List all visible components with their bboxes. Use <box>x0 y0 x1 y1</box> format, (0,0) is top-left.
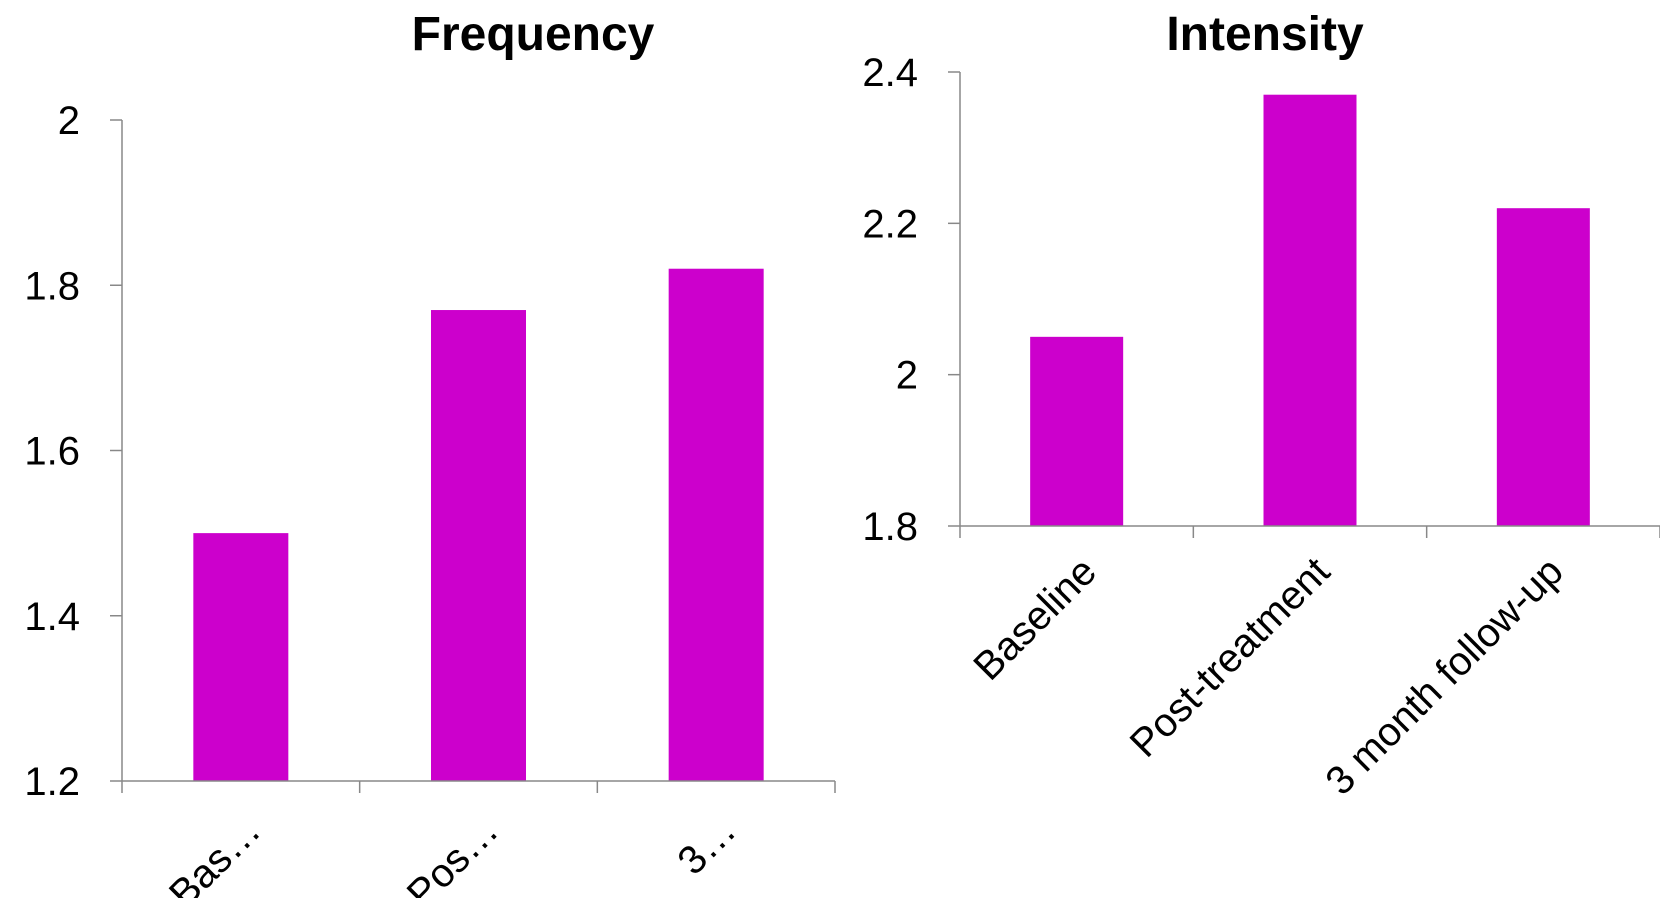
frequency-y-tick-label: 2 <box>58 99 80 143</box>
frequency-bar-3 <box>668 268 764 782</box>
intensity-y-tick-label: 2 <box>896 354 918 398</box>
frequency-y-tick-label: 1.6 <box>24 430 80 474</box>
intensity-axes <box>948 71 1660 538</box>
frequency-category-labels: Bas… Pos… 3… <box>161 808 744 898</box>
frequency-bar-1 <box>193 533 289 781</box>
frequency-axes <box>110 119 836 793</box>
intensity-y-tick-labels: 1.8 2 2.2 2.4 <box>862 51 918 549</box>
intensity-y-tick-label: 2.2 <box>862 202 918 246</box>
intensity-bars <box>1030 94 1590 526</box>
frequency-chart: Frequency 1.2 1.4 1.6 1.8 2 Bas… Pos… 3… <box>24 8 836 898</box>
intensity-chart: Intensity 1.8 2 2.2 2.4 Baseline Post-treatm… <box>862 8 1660 804</box>
intensity-y-tick-label: 1.8 <box>862 505 918 549</box>
frequency-category-label: Pos… <box>399 808 507 898</box>
intensity-category-label: 3 month follow-up <box>1317 549 1571 803</box>
frequency-y-tick-labels: 1.2 1.4 1.6 1.8 2 <box>24 99 80 804</box>
frequency-category-label: Bas… <box>161 808 269 898</box>
intensity-category-label: Baseline <box>965 549 1105 689</box>
frequency-y-tick-label: 1.8 <box>24 264 80 308</box>
intensity-category-label: Post-treatment <box>1122 549 1339 766</box>
frequency-y-tick-label: 1.2 <box>24 760 80 804</box>
frequency-y-tick-label: 1.4 <box>24 595 80 639</box>
frequency-bars <box>193 268 764 782</box>
intensity-chart-title: Intensity <box>1166 8 1364 61</box>
intensity-bar-1 <box>1030 336 1124 526</box>
intensity-y-tick-label: 2.4 <box>862 51 918 95</box>
frequency-category-label: 3… <box>669 808 744 883</box>
intensity-bar-3 <box>1496 208 1590 526</box>
frequency-bar-2 <box>431 310 526 781</box>
intensity-bar-2 <box>1263 94 1357 526</box>
frequency-chart-title: Frequency <box>412 8 655 61</box>
